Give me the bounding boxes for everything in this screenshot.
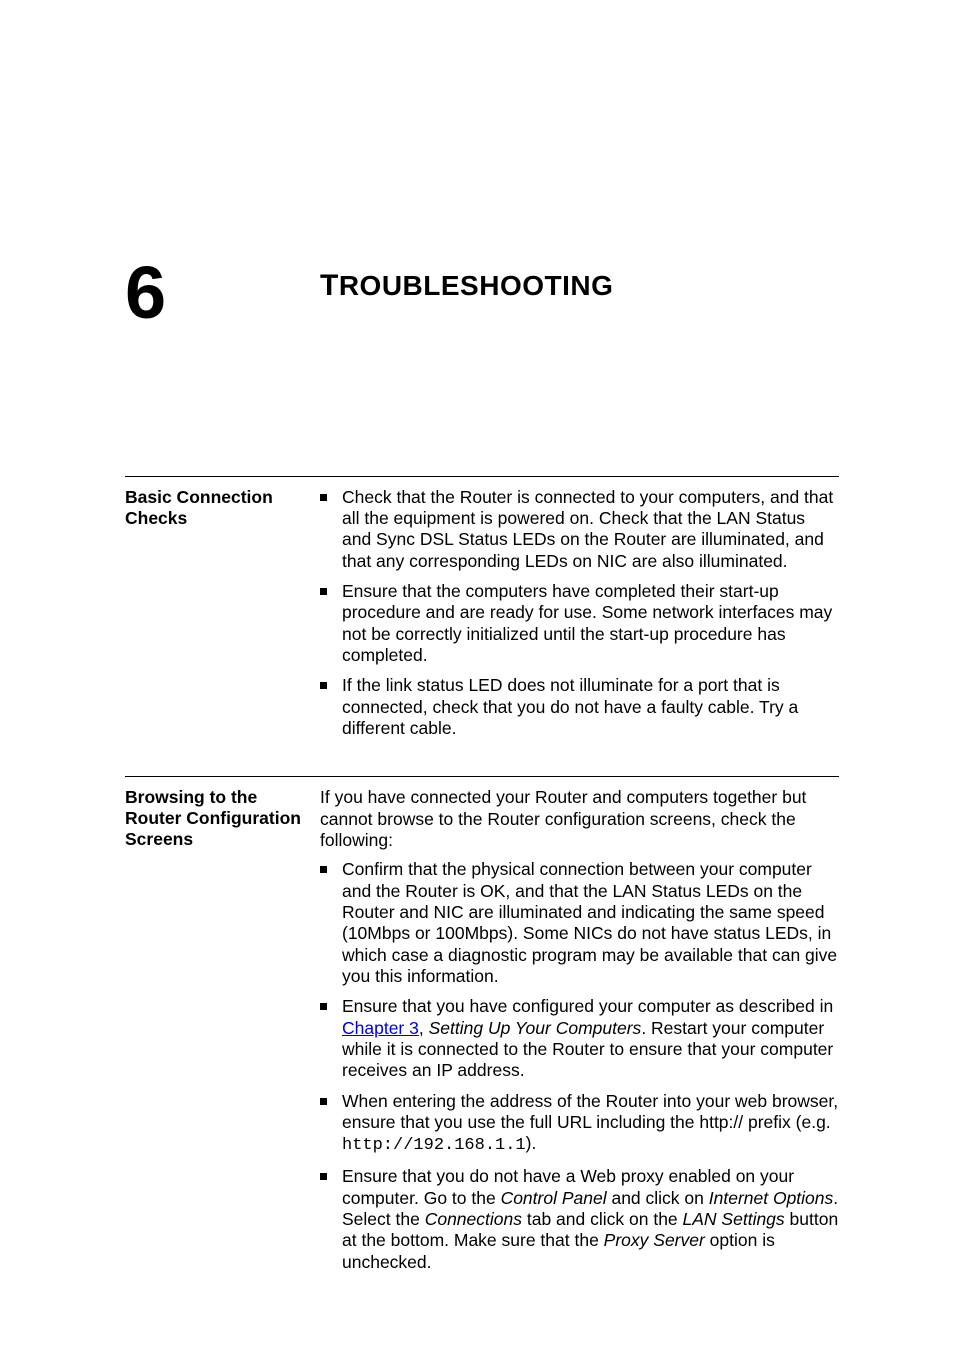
text-segment: If the link status LED does not illumina…: [342, 675, 798, 738]
list-item: Ensure that the computers have completed…: [320, 581, 839, 666]
section-body: If you have connected your Router and co…: [320, 787, 839, 1282]
text-segment: tab and click on the: [522, 1209, 683, 1229]
chapter-title-rest: ROUBLESHOOTING: [339, 270, 614, 301]
text-segment: Setting Up Your Computers: [429, 1018, 642, 1038]
page: 6 TROUBLESHOOTING Basic Connection Check…: [0, 0, 954, 1282]
chapter-title-cap: T: [320, 269, 339, 302]
list-item: Ensure that you have configured your com…: [320, 996, 839, 1081]
list-item: When entering the address of the Router …: [320, 1091, 839, 1157]
bullet-list: Check that the Router is connected to yo…: [320, 487, 839, 740]
bullet-list: Confirm that the physical connection bet…: [320, 859, 839, 1273]
text-segment: Check that the Router is connected to yo…: [342, 487, 833, 571]
section: Basic Connection Checks Check that the Ro…: [125, 476, 839, 749]
text-segment: Control Panel: [501, 1188, 607, 1208]
chapter-number: 6: [125, 265, 320, 321]
text-segment: Connections: [425, 1209, 522, 1229]
list-item: Ensure that you do not have a Web proxy …: [320, 1166, 839, 1273]
text-segment: http://192.168.1.1: [342, 1136, 526, 1155]
section-label: Basic Connection Checks: [125, 487, 320, 749]
list-item: Check that the Router is connected to yo…: [320, 487, 839, 572]
text-segment: LAN Settings: [683, 1209, 785, 1229]
section-intro: If you have connected your Router and co…: [320, 787, 839, 851]
text-segment: Ensure that you have configured your com…: [342, 996, 833, 1016]
text-segment: Proxy Server: [604, 1230, 705, 1250]
chapter-3-link[interactable]: Chapter 3: [342, 1018, 419, 1038]
section-body: Check that the Router is connected to yo…: [320, 487, 839, 749]
text-segment: and click on: [607, 1188, 709, 1208]
text-segment: When entering the address of the Router …: [342, 1091, 838, 1132]
text-segment: ,: [419, 1018, 429, 1038]
text-segment: ).: [526, 1133, 537, 1153]
sections-container: Basic Connection Checks Check that the Ro…: [125, 476, 839, 1282]
text-segment: Internet Options: [709, 1188, 834, 1208]
text-segment: Ensure that the computers have completed…: [342, 581, 832, 665]
section-label: Browsing to the Router Configuration Scr…: [125, 787, 320, 1282]
section: Browsing to the Router Configuration Scr…: [125, 776, 839, 1282]
text-segment: Confirm that the physical connection bet…: [342, 859, 837, 986]
list-item: If the link status LED does not illumina…: [320, 675, 839, 739]
chapter-header: 6 TROUBLESHOOTING: [125, 265, 839, 321]
list-item: Confirm that the physical connection bet…: [320, 859, 839, 987]
chapter-title: TROUBLESHOOTING: [320, 265, 613, 303]
